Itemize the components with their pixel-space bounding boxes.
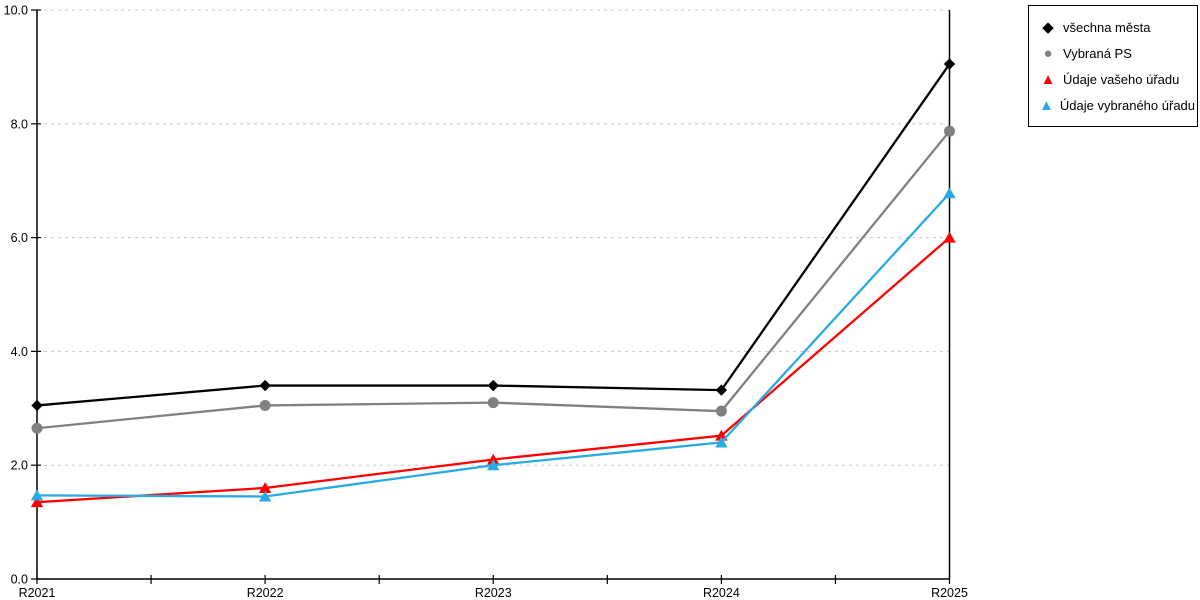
series-marker [487, 453, 500, 465]
legend-label: Vybraná PS [1063, 45, 1132, 61]
series-marker [259, 379, 271, 392]
y-axis-label: 6.0 [11, 231, 28, 245]
legend-label: Údaje vybraného úřadu [1059, 97, 1196, 113]
triangle-marker-icon: ▲ [1040, 70, 1056, 88]
series-marker [31, 422, 43, 434]
series-marker [31, 399, 43, 412]
legend-item: ▲ Údaje vašeho úřadu [1039, 66, 1193, 92]
x-axis-label: R2025 [931, 586, 968, 600]
legend: ◆ všechna města ● Vybraná PS ▲ Údaje vašeho ú… [1028, 5, 1198, 127]
legend-label: Údaje vašeho úřadu [1063, 71, 1180, 87]
series-marker [487, 397, 499, 409]
series-marker [715, 405, 727, 417]
x-axis-label: R2023 [475, 586, 512, 600]
y-axis-label: 4.0 [11, 345, 28, 359]
series-marker [258, 482, 272, 493]
x-axis-label: R2024 [703, 586, 740, 600]
series-line [36, 192, 951, 498]
series-marker [715, 384, 728, 396]
diamond-marker-icon: ◆ [1042, 18, 1054, 36]
triangle-marker-icon: ▲ [1039, 96, 1054, 114]
legend-item: ● Vybraná PS [1039, 40, 1193, 66]
x-axis-label: R2022 [247, 586, 284, 600]
y-axis-label: 8.0 [11, 117, 28, 131]
series-marker [30, 489, 44, 501]
series-marker [943, 231, 956, 243]
series-marker [30, 496, 44, 508]
series-marker [259, 399, 271, 411]
legend-item: ▲ Údaje vybraného úřadu [1039, 92, 1196, 118]
x-axis-label: R2021 [19, 586, 56, 600]
series-marker [487, 459, 500, 471]
circle-marker-icon: ● [1043, 44, 1053, 62]
series-marker [943, 58, 956, 70]
legend-label: všechna města [1063, 19, 1151, 35]
legend-item: ◆ všechna města [1039, 14, 1193, 40]
series-marker [943, 187, 956, 199]
series-marker [258, 490, 272, 502]
y-axis-label: 0.0 [11, 573, 28, 587]
series-marker [487, 379, 499, 392]
series-marker [944, 125, 955, 137]
series-line [36, 63, 951, 407]
y-axis-label: 2.0 [11, 459, 28, 473]
series-marker [715, 436, 728, 448]
y-axis-label: 10.0 [4, 4, 28, 18]
